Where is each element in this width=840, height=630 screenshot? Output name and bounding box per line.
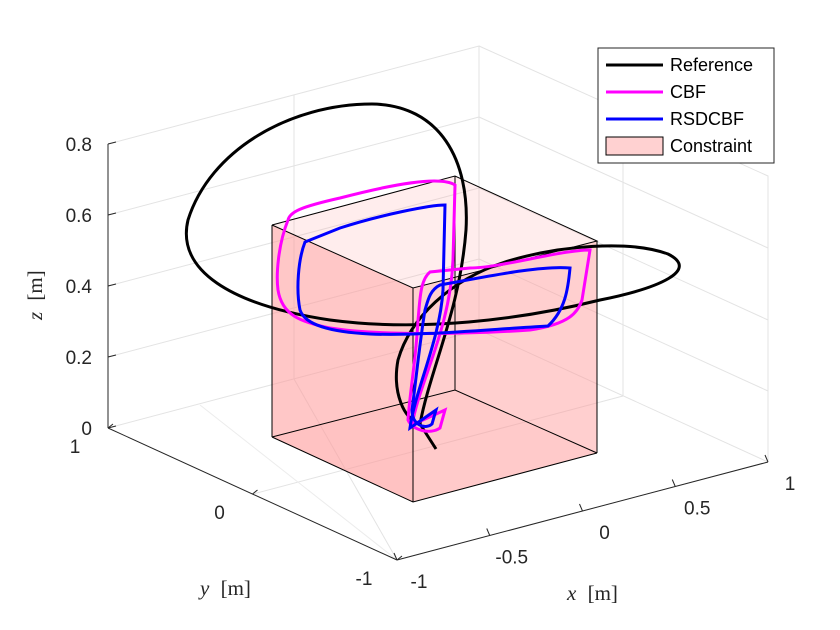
- x-tick-label: 1: [785, 474, 796, 495]
- x-tick-label: -0.5: [495, 548, 528, 569]
- tick-mark: [107, 425, 117, 429]
- series-rsdcbf: [296, 203, 572, 432]
- tick-mark: [393, 552, 398, 561]
- x-axis-label: x [m]: [566, 581, 618, 605]
- tick-mark: [107, 423, 114, 429]
- box-face-back-left: [272, 176, 455, 437]
- tick-mark: [671, 479, 676, 487]
- tick-mark: [107, 141, 117, 145]
- y-tick-label: 1: [70, 437, 81, 458]
- tick-mark: [252, 489, 258, 495]
- tick-mark: [107, 354, 117, 358]
- legend: Reference CBF RSDCBF Constraint: [597, 47, 775, 164]
- x-tick-label: 0.5: [684, 499, 710, 520]
- x-tick-label: -1: [411, 572, 428, 593]
- z-tick-label: 0.4: [66, 277, 93, 298]
- y-axis-label: y [m]: [198, 576, 251, 600]
- legend-swatch-patch: [605, 136, 664, 156]
- z-tick-label: 0: [81, 419, 92, 440]
- series-reference: [184, 102, 681, 450]
- legend-box: [597, 47, 775, 164]
- tick-mark: [764, 454, 769, 463]
- legend-label: Constraint: [670, 136, 752, 156]
- tick-mark: [107, 283, 117, 287]
- tick-mark: [396, 555, 403, 561]
- tick-mark: [107, 212, 117, 216]
- legend-label: Reference: [670, 55, 753, 75]
- y-tick-label: 0: [214, 503, 225, 524]
- legend-label: CBF: [670, 82, 706, 102]
- legend-label: RSDCBF: [670, 109, 744, 129]
- tick-marks: [107, 141, 769, 561]
- z-tick-label: 0.2: [66, 348, 92, 369]
- z-tick-label: 0.8: [66, 135, 92, 156]
- y-tick-label: -1: [356, 569, 373, 590]
- box-face-left: [272, 225, 413, 502]
- tick-labels: 00.20.40.60.8-1-0.500.51-101: [66, 135, 796, 593]
- z-tick-label: 0.6: [66, 206, 92, 227]
- tick-mark: [486, 528, 491, 536]
- tick-mark: [579, 503, 583, 512]
- x-tick-label: 0: [599, 523, 610, 544]
- z-axis-label: z [m]: [23, 270, 47, 321]
- box-face-right: [413, 241, 597, 502]
